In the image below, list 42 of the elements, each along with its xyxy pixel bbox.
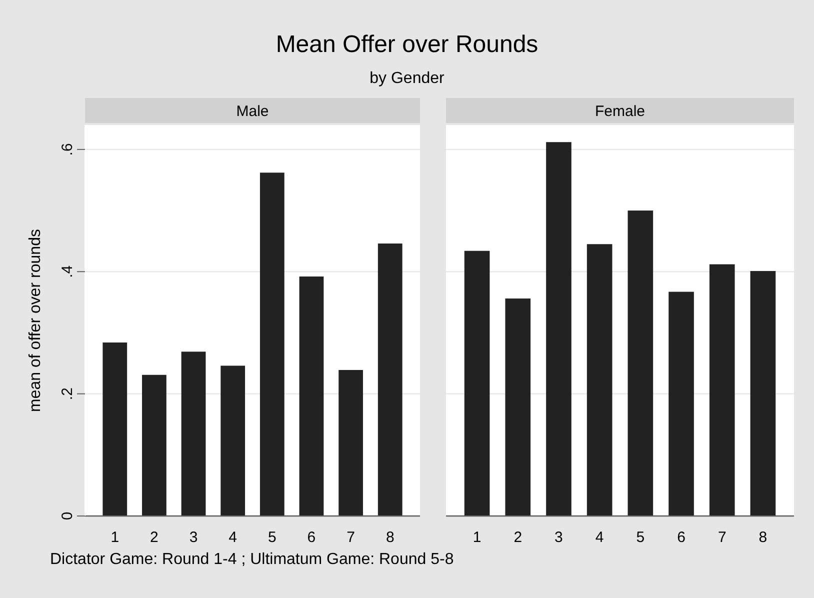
bar: [750, 271, 776, 516]
chart-title: Mean Offer over Rounds: [276, 31, 538, 58]
y-axis-title: mean of offer over rounds: [27, 229, 44, 412]
x-tick-label: 5: [268, 529, 276, 546]
bar: [260, 172, 284, 516]
x-tick-label: 4: [595, 529, 604, 546]
text: Female: [594, 103, 646, 120]
x-tick-label: 7: [718, 529, 726, 546]
x-tick-label: 3: [189, 529, 198, 546]
text: Male: [236, 103, 269, 120]
bar: [181, 352, 206, 516]
y-tick-label: 0: [59, 512, 76, 520]
bar: [220, 366, 246, 516]
x-tick-label: 3: [554, 529, 563, 546]
bar: [709, 264, 735, 516]
x-tick-label: 6: [307, 529, 316, 546]
bar: [142, 374, 166, 516]
x-tick-label: 6: [677, 529, 686, 546]
y-tick-label: .6: [59, 143, 76, 156]
y-tick-label: .2: [59, 388, 76, 400]
bar: [505, 298, 531, 516]
chart-subtitle: by Gender: [370, 70, 446, 87]
bar: [464, 250, 490, 516]
bar: [628, 210, 654, 516]
x-tick-label: 1: [110, 529, 120, 546]
bar: [299, 276, 324, 516]
bar: [102, 342, 128, 516]
x-tick-label: 2: [514, 529, 522, 546]
x-tick-label: 1: [472, 529, 482, 546]
bar: [668, 292, 694, 516]
x-tick-label: 7: [346, 529, 355, 546]
x-tick-label: 2: [150, 529, 158, 546]
bar: [546, 142, 572, 516]
x-tick-label: 8: [758, 529, 768, 546]
text: Dictator Game: Round 1-4 ; Ultimatum Game: Round 5-8: [50, 551, 454, 568]
x-tick-label: 8: [386, 529, 394, 546]
y-tick-label: .4: [59, 265, 76, 278]
bar: [586, 244, 612, 516]
x-tick-label: 5: [636, 529, 645, 546]
bar: [338, 370, 363, 516]
bar: [378, 244, 402, 516]
x-tick-label: 4: [228, 529, 238, 546]
